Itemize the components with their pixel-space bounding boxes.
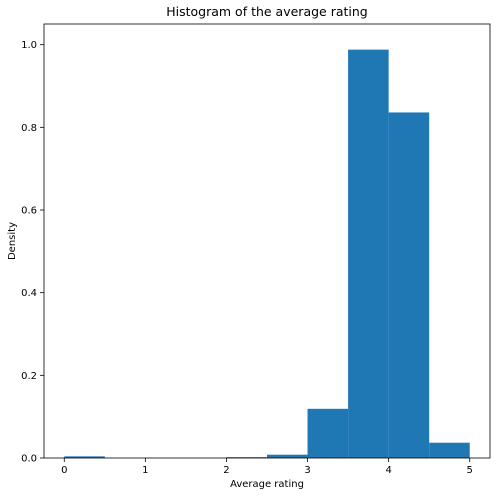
histogram-bar: [267, 454, 308, 458]
y-tick-label: 0.0: [21, 454, 37, 465]
y-tick-label: 0.6: [21, 206, 37, 217]
x-tick-label: 5: [467, 465, 473, 476]
bars-group: [64, 49, 470, 458]
y-axis-label: Density: [7, 222, 18, 260]
histogram-bar: [429, 442, 470, 458]
x-axis-ticks: 0 1 2 3 4 5: [61, 458, 473, 476]
plot-frame: [43, 23, 491, 459]
x-tick-label: 3: [304, 465, 310, 476]
y-tick-label: 0.4: [21, 288, 37, 299]
x-tick-label: 2: [223, 465, 229, 476]
x-tick-label: 1: [142, 465, 148, 476]
y-axis-ticks: 0.0 0.2 0.4 0.6 0.8 1.0: [21, 40, 44, 465]
histogram-bar: [348, 49, 389, 458]
y-tick-label: 0.2: [21, 371, 37, 382]
histogram-bar: [226, 457, 267, 458]
histogram-bar: [388, 112, 430, 458]
chart-title: Histogram of the average rating: [166, 4, 368, 19]
y-tick-label: 0.8: [21, 123, 37, 134]
x-axis-label: Average rating: [230, 479, 304, 490]
histogram-bar: [307, 408, 349, 458]
y-tick-label: 1.0: [21, 40, 37, 51]
x-tick-label: 0: [61, 465, 67, 476]
histogram-bar: [64, 456, 105, 458]
x-tick-label: 4: [385, 465, 391, 476]
